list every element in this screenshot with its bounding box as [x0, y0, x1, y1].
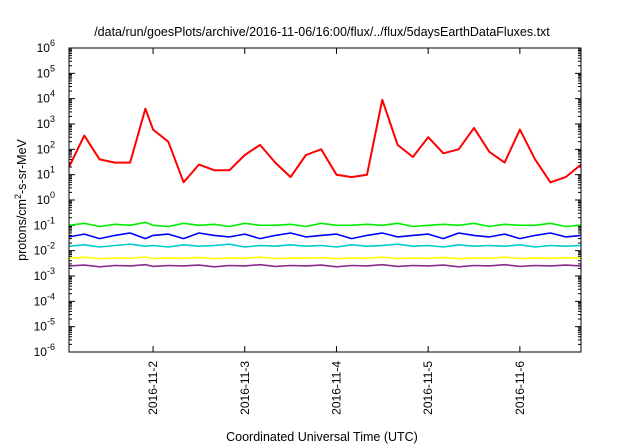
- y-tick-exponent: 5: [50, 63, 55, 73]
- y-tick-label: 100: [37, 190, 55, 207]
- plot-frame: [68, 47, 582, 353]
- x-tick-label: 2016-11-6: [513, 361, 527, 415]
- y-tick-exponent: -1: [47, 215, 55, 225]
- y-tick-label: 102: [37, 139, 55, 156]
- x-tick-label: 2016-11-3: [238, 361, 252, 415]
- y-tick-exponent: 3: [50, 114, 55, 124]
- y-tick-exponent: -5: [47, 317, 55, 327]
- y-tick-base: 10: [37, 41, 51, 55]
- y-tick-label: 10-6: [34, 342, 55, 359]
- y-tick-base: 10: [37, 193, 51, 207]
- x-tick-label: 2016-11-5: [421, 361, 435, 415]
- series-layer: [68, 98, 582, 268]
- series-line-1: [68, 221, 582, 228]
- y-axis-ticks: 10-610-510-410-310-210-11001011021031041…: [34, 38, 581, 359]
- y-tick-base: 10: [34, 294, 48, 308]
- y-tick-base: 10: [37, 168, 51, 182]
- y-tick-label: 10-3: [34, 266, 55, 283]
- y-tick-base: 10: [34, 244, 48, 258]
- series-line-4: [68, 256, 582, 260]
- y-tick-label: 10-2: [34, 241, 55, 258]
- y-tick-exponent: 0: [50, 190, 55, 200]
- series-line-3: [68, 243, 582, 248]
- series-line-2: [68, 232, 582, 240]
- series-line-5: [68, 263, 582, 268]
- y-axis-label-sup: 2: [13, 194, 23, 199]
- x-tick-label: 2016-11-2: [146, 361, 160, 415]
- y-tick-exponent: -6: [47, 342, 55, 352]
- y-tick-label: 104: [37, 89, 55, 106]
- y-tick-exponent: -2: [47, 241, 55, 251]
- y-tick-label: 103: [37, 114, 55, 131]
- y-tick-exponent: -4: [47, 291, 55, 301]
- y-tick-base: 10: [34, 218, 48, 232]
- y-axis-label-pre: protons/cm: [15, 199, 29, 261]
- y-tick-base: 10: [37, 92, 51, 106]
- y-tick-exponent: 4: [50, 89, 55, 99]
- y-tick-exponent: 1: [50, 165, 55, 175]
- series-line-0: [68, 98, 582, 184]
- x-tick-label: 2016-11-4: [329, 361, 343, 415]
- y-tick-label: 10-4: [34, 291, 55, 308]
- x-axis-label: Coordinated Universal Time (UTC): [226, 430, 418, 444]
- y-tick-base: 10: [34, 345, 48, 359]
- y-tick-exponent: -3: [47, 266, 55, 276]
- x-axis-ticks: 2016-11-2 2016-11-3 2016-11-4 2016-11-5 2016…: [146, 48, 527, 415]
- y-axis-label: protons/cm2-s-sr-MeV: [13, 138, 29, 260]
- y-tick-exponent: 6: [50, 38, 55, 48]
- y-tick-label: 10-1: [34, 215, 55, 232]
- y-tick-label: 106: [37, 38, 55, 55]
- chart-title: /data/run/goesPlots/archive/2016-11-06/1…: [94, 25, 550, 39]
- y-tick-base: 10: [37, 66, 51, 80]
- y-tick-label: 10-5: [34, 317, 55, 334]
- y-axis-label-post: -s-sr-MeV: [15, 138, 29, 194]
- y-tick-exponent: 2: [50, 139, 55, 149]
- y-tick-base: 10: [34, 320, 48, 334]
- y-tick-base: 10: [37, 117, 51, 131]
- y-tick-label: 105: [37, 63, 55, 80]
- y-tick-base: 10: [34, 269, 48, 283]
- y-tick-label: 101: [37, 165, 55, 182]
- y-tick-base: 10: [37, 142, 51, 156]
